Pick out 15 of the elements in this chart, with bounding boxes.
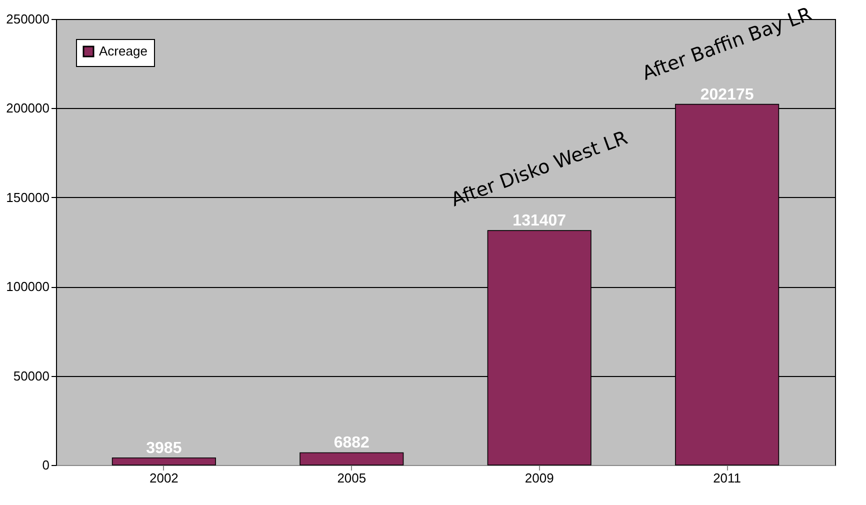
y-tick-label: 100000	[6, 279, 50, 294]
legend-label: Acreage	[99, 44, 148, 58]
data-label: 6882	[334, 434, 370, 452]
data-label: 202175	[700, 86, 754, 104]
y-tick-label: 50000	[13, 368, 50, 384]
y-tick-label: 200000	[6, 100, 50, 116]
x-tick-label: 2002	[149, 470, 178, 486]
x-tick-label: 2011	[713, 470, 742, 486]
y-tick-label: 150000	[6, 190, 50, 205]
data-label: 3985	[146, 440, 182, 457]
x-tick-label: 2009	[524, 470, 554, 486]
x-tick-label: 2005	[337, 470, 366, 486]
data-label: 131407	[512, 212, 566, 230]
y-tick-label: 0	[42, 458, 50, 472]
y-tick-label: 250000	[6, 12, 50, 26]
